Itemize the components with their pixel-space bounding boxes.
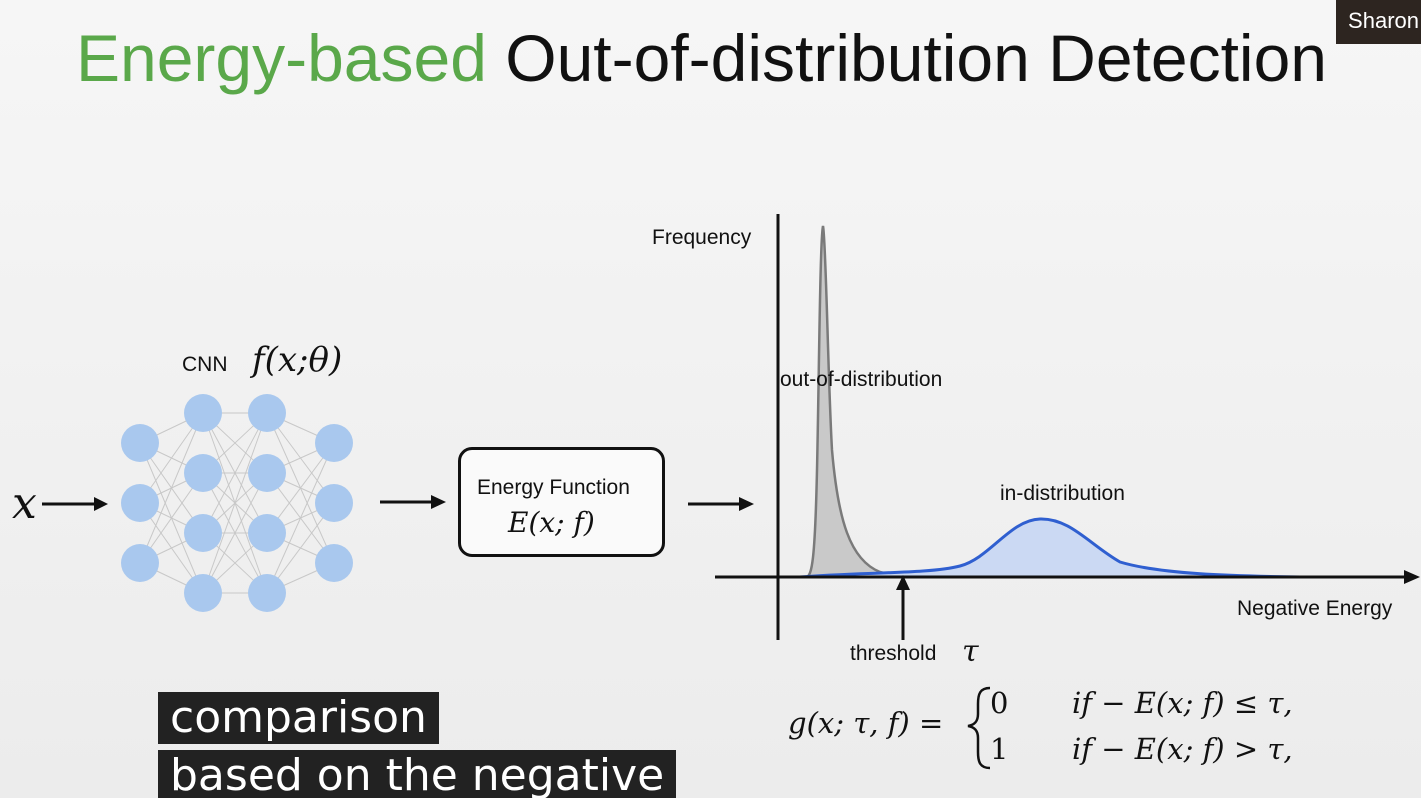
energy-to-plot-arrow [688,497,754,511]
input-x-symbol: x [12,478,37,529]
formula-case1-condition: if − E(x; f) ≤ τ, [1072,686,1293,720]
threshold-symbol: τ [962,634,979,669]
id-curve [799,517,1301,579]
cnn-label: CNN [182,353,228,376]
network-edge [139,412,204,564]
neuron-layer-1 [121,484,159,522]
title-accent: Energy-based [76,21,487,95]
cnn-to-energy-arrow [380,495,446,509]
cnn-formula: f(x;θ) [252,340,343,380]
neuron-layer-1 [121,544,159,582]
energy-function-title: Energy Function [477,476,630,499]
network-connections [139,412,335,594]
formula-case1-value: 0 [990,686,1009,720]
energy-function-formula: E(x; f) [508,506,595,539]
id-label: in-distribution [1000,482,1125,505]
speaker-name-tag: Sharon [1336,0,1421,44]
plot-axes [715,214,1420,640]
network-neurons [121,394,353,612]
caption-line-2: based on the negative [158,750,677,798]
network-edge [202,412,268,534]
slide-title: Energy-based Out-of-distribution Detecti… [76,18,1376,98]
neuron-layer-1 [121,424,159,462]
neuron-layer-2 [184,454,222,492]
neuron-layer-3 [248,574,286,612]
threshold-label: threshold [850,642,937,665]
neuron-layer-2 [184,514,222,552]
formula-lhs: g(x; τ, f) = [788,706,944,740]
neuron-layer-4 [315,484,353,522]
caption-line-1: comparison [158,692,439,744]
neuron-layer-2 [184,394,222,432]
network-edge [202,472,268,594]
title-main: Out-of-distribution Detection [505,21,1327,95]
x-axis-label: Negative Energy [1237,597,1393,620]
energy-function-box [458,447,665,557]
neuron-layer-4 [315,424,353,462]
network-edge [202,412,268,594]
formula-case2-condition: if − E(x; f) > τ, [1072,732,1293,766]
y-axis-label: Frequency [652,226,752,249]
neuron-layer-2 [184,574,222,612]
threshold-arrow [896,575,910,640]
neuron-layer-3 [248,514,286,552]
formula-case2-value: 1 [990,732,1009,766]
ood-label: out-of-distribution [780,368,943,391]
neuron-layer-3 [248,454,286,492]
ood-curve [805,225,921,579]
formula-brace [967,686,991,770]
network-edge [266,442,335,594]
neuron-layer-4 [315,544,353,582]
input-arrow [42,497,108,511]
neuron-layer-3 [248,394,286,432]
